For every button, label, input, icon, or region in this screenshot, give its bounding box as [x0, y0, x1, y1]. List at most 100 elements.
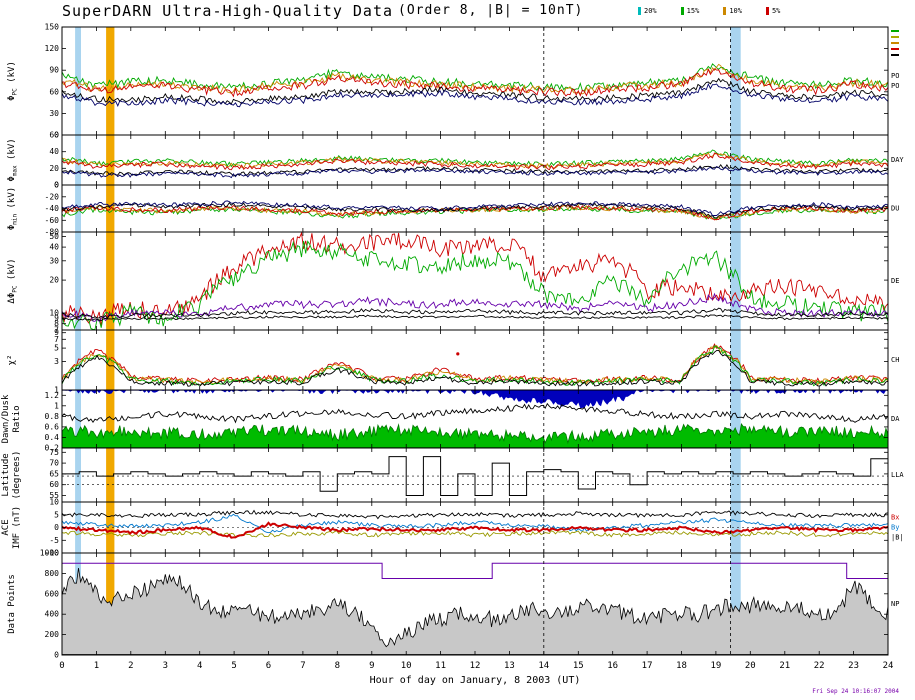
y-tick-label: 50	[49, 232, 59, 241]
y-tick-label: 90	[49, 66, 59, 75]
y-tick-label: 200	[45, 630, 60, 639]
panel-border	[61, 26, 889, 136]
panel-ace-imf: -10 -5 0 5 10 ACE IMF (nT) Bx By |B|	[1, 498, 904, 558]
series-hm-boundary-lat	[62, 456, 889, 496]
series-Bz	[61, 521, 889, 539]
x-tick-label: 2	[128, 661, 133, 671]
y-tick-label: 1	[54, 401, 59, 410]
series-By	[61, 513, 889, 534]
series-navy-lower	[61, 165, 889, 179]
x-tick-label: 10	[401, 661, 412, 671]
series-red-5pct	[61, 68, 889, 98]
highlight-band-2	[730, 27, 741, 655]
series-black-median	[61, 77, 889, 105]
y-tick-label: 7	[54, 335, 59, 344]
legend-label: 10%	[729, 7, 742, 15]
y-tick-label: 800	[45, 569, 60, 578]
panel-ylabel-delta-phi: ΔΦPC (kV)	[7, 258, 19, 303]
legend-label: 20%	[644, 7, 657, 15]
right-label-delta-phi-0: DE	[891, 277, 899, 285]
y-tick-label: -40	[45, 204, 60, 213]
panel-ylabel-dawn-dusk-ratio: Ratio	[12, 405, 22, 432]
x-tick-label: 7	[300, 661, 305, 671]
series-red-5pct	[61, 152, 889, 171]
legend-label: 15%	[686, 7, 700, 15]
y-tick-label: 75	[49, 448, 59, 457]
y-tick-label: -20	[45, 192, 60, 201]
y-tick-label: 600	[45, 589, 60, 598]
panel-phi-min: -80 -60 -40 -20 0 Φmin (kV) DU	[7, 181, 899, 237]
y-tick-label: 0	[54, 181, 59, 190]
y-tick-label: 30	[49, 109, 59, 118]
legend-item-10pct: 10%	[723, 7, 742, 15]
right-label-chi-squared-0: CH	[891, 356, 899, 364]
series-max-points-step	[62, 562, 888, 579]
legend-item-5pct: 5%	[765, 7, 780, 15]
x-tick-label: 6	[266, 661, 271, 671]
panel-ylabel-latitude: (degrees)	[12, 451, 22, 500]
panel-pc-potential: 0 30 60 90 120 150 ΦPC (kV) PO PO	[7, 23, 899, 140]
series-black	[61, 349, 889, 387]
panel-ylabel-phi-max: Φmax (kV)	[7, 138, 19, 181]
panel-ylabel-pc-potential: ΦPC (kV)	[7, 61, 19, 101]
y-tick-label: 9	[54, 314, 59, 323]
y-tick-label: 0	[54, 651, 59, 660]
y-tick-label: 400	[45, 610, 60, 619]
series-green	[61, 345, 889, 387]
legend-swatch	[723, 7, 727, 15]
y-tick-label: 60	[49, 480, 59, 489]
y-tick-label: 150	[45, 23, 60, 32]
x-tick-label: 12	[470, 661, 481, 671]
right-label-phi-max-0: DAY	[891, 156, 904, 164]
y-tick-label: 7	[54, 326, 59, 335]
series-purple-error	[61, 292, 889, 322]
series-gridpoint-count-area	[61, 567, 889, 655]
panel-ylabel-ace-imf: IMF (nT)	[12, 506, 22, 549]
panel-ylabel-latitude: Latitude	[1, 453, 11, 496]
outlier-marker	[456, 352, 460, 356]
panel-ylabel-ace-imf: ACE	[1, 519, 11, 535]
right-label-ace-imf-1: By	[891, 524, 899, 532]
y-tick-label: 60	[49, 131, 59, 140]
y-tick-label: 1	[54, 386, 59, 395]
x-tick-label: 4	[197, 661, 202, 671]
series-red-error	[61, 231, 889, 326]
y-tick-label: 0	[54, 523, 59, 532]
right-label-ace-imf-0: Bx	[891, 514, 899, 522]
y-tick-label: 10	[49, 309, 59, 318]
panel-ylabel-phi-min: Φmin (kV)	[7, 187, 19, 230]
series-red-5pct	[61, 204, 889, 221]
y-tick-label: 30	[49, 256, 59, 265]
y-tick-label: -80	[45, 228, 60, 237]
panel-phi-max: 0 20 40 60 Φmax (kV) DAY	[7, 131, 904, 190]
highlight-band-0	[75, 27, 81, 655]
panel-ylabel-dawn-dusk-ratio: Dawn/Dusk	[1, 394, 11, 443]
x-tick-label: 23	[848, 661, 859, 671]
panel-dawn-dusk-ratio: 0.2 0.4 0.60.8 11.2 Dawn/Dusk Ratio DA	[1, 389, 900, 453]
y-tick-label: 5	[54, 344, 59, 353]
y-tick-label: 9	[54, 328, 59, 337]
x-tick-label: 13	[504, 661, 515, 671]
chart-subtitle: (Order 8, |B| = 10nT)	[398, 3, 584, 18]
right-label-pc-potential-1: PO	[891, 82, 899, 90]
y-tick-label: 1.2	[45, 391, 60, 400]
x-tick-label: 8	[335, 661, 340, 671]
right-label-data-points-0: NP	[891, 600, 899, 608]
percentile-legend: 20% 15% 10% 5%	[638, 7, 780, 15]
series-black-upper	[61, 307, 889, 320]
chart-title: SuperDARN Ultra-High-Quality Data	[62, 2, 394, 20]
series-black-lower	[61, 314, 889, 321]
legend-swatch	[680, 7, 684, 15]
x-tick-label: 19	[710, 661, 721, 671]
x-tick-label: 24	[883, 661, 894, 671]
y-tick-label: 0.4	[45, 433, 60, 442]
y-tick-label: 1000	[40, 549, 59, 558]
y-tick-label: 40	[49, 147, 59, 156]
y-tick-label: 3	[54, 357, 59, 366]
x-tick-label: 0	[59, 661, 64, 671]
right-label-dawn-dusk-ratio-0: DA	[891, 415, 900, 423]
y-tick-label: 0.2	[45, 444, 60, 453]
creation-timestamp: Fri Sep 24 10:16:07 2004	[812, 688, 899, 695]
x-tick-label: 18	[676, 661, 687, 671]
